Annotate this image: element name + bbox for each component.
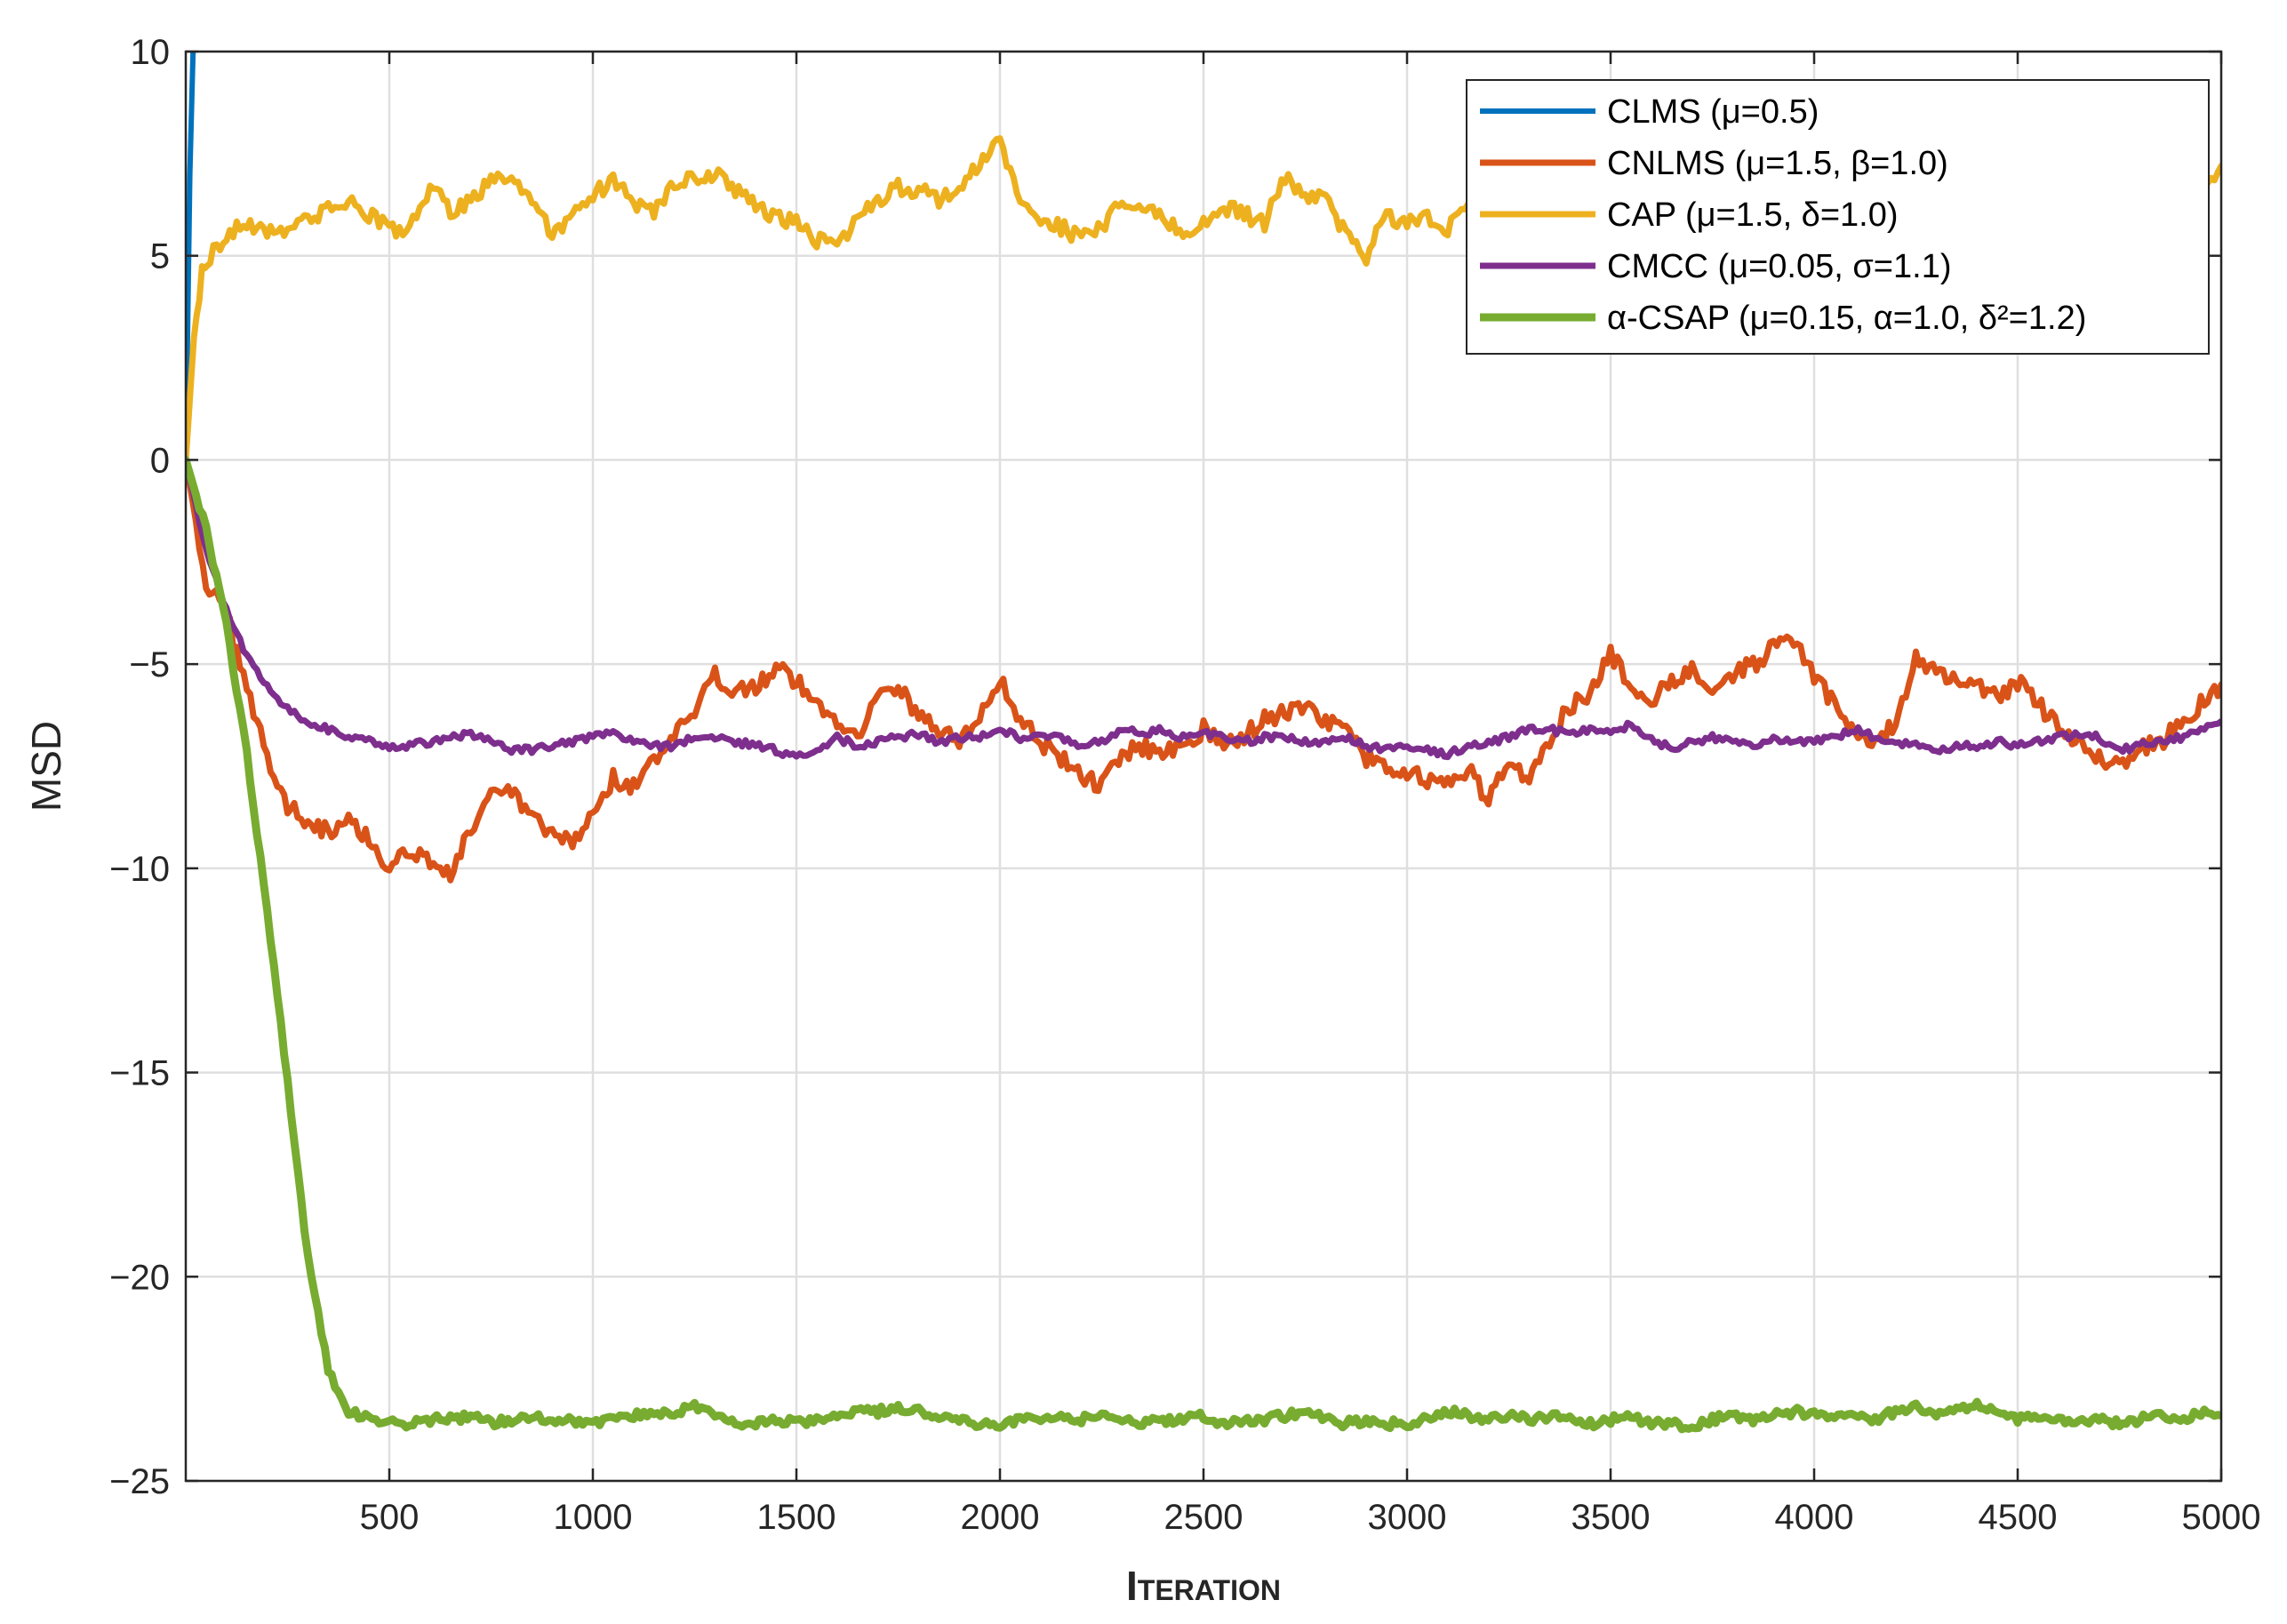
series-lines (186, 52, 2221, 1434)
x-tick-label: 2500 (1164, 1498, 1243, 1537)
x-tick-label: 3500 (1571, 1498, 1651, 1537)
series-line-4 (186, 456, 2221, 761)
x-tick-label: 3000 (1368, 1498, 1447, 1537)
x-tick-label: 500 (360, 1498, 420, 1537)
x-tick-label: 4000 (1775, 1498, 1854, 1537)
x-tick-label: 4500 (1979, 1498, 2058, 1537)
legend-entry-label: CAP (μ=1.5, δ=1.0) (1607, 196, 1899, 234)
series-line-5 (186, 455, 2221, 1434)
x-tick-label: 5000 (2182, 1498, 2261, 1537)
series-group (186, 52, 2221, 1434)
series-line-2 (186, 456, 2221, 884)
series-line-1 (186, 52, 196, 463)
legend-entry-label: CLMS (μ=0.5) (1607, 93, 1819, 131)
legend-entry-label: α-CSAP (μ=0.15, α=1.0, δ²=1.2) (1607, 300, 2086, 337)
y-tick-label: −15 (109, 1054, 170, 1093)
y-axis-label: MSD (23, 721, 69, 812)
y-tick-label: −10 (109, 850, 170, 889)
x-axis-label: Iteration (1126, 1563, 1281, 1609)
x-tick-label: 1500 (757, 1498, 836, 1537)
legend-entry-label: CMCC (μ=0.05, σ=1.1) (1607, 248, 1951, 285)
legend-entry-label: CNLMS (μ=1.5, β=1.0) (1607, 145, 1948, 182)
y-tick-label: −20 (109, 1258, 170, 1297)
y-tick-label: −25 (109, 1462, 170, 1501)
legend: CLMS (μ=0.5) CNLMS (μ=1.5, β=1.0) CAP (μ=1… (1466, 79, 2210, 355)
y-tick-label: 5 (150, 237, 170, 276)
axis-ticks: 500 1000 1500 2000 2500 3000 3500 4000 4500 5000 1… (109, 33, 2260, 1537)
y-tick-label: −5 (129, 645, 170, 684)
x-tick-label: 1000 (554, 1498, 633, 1537)
y-tick-label: 0 (150, 441, 170, 480)
x-tick-label: 2000 (961, 1498, 1040, 1537)
y-tick-label: 10 (131, 33, 171, 72)
